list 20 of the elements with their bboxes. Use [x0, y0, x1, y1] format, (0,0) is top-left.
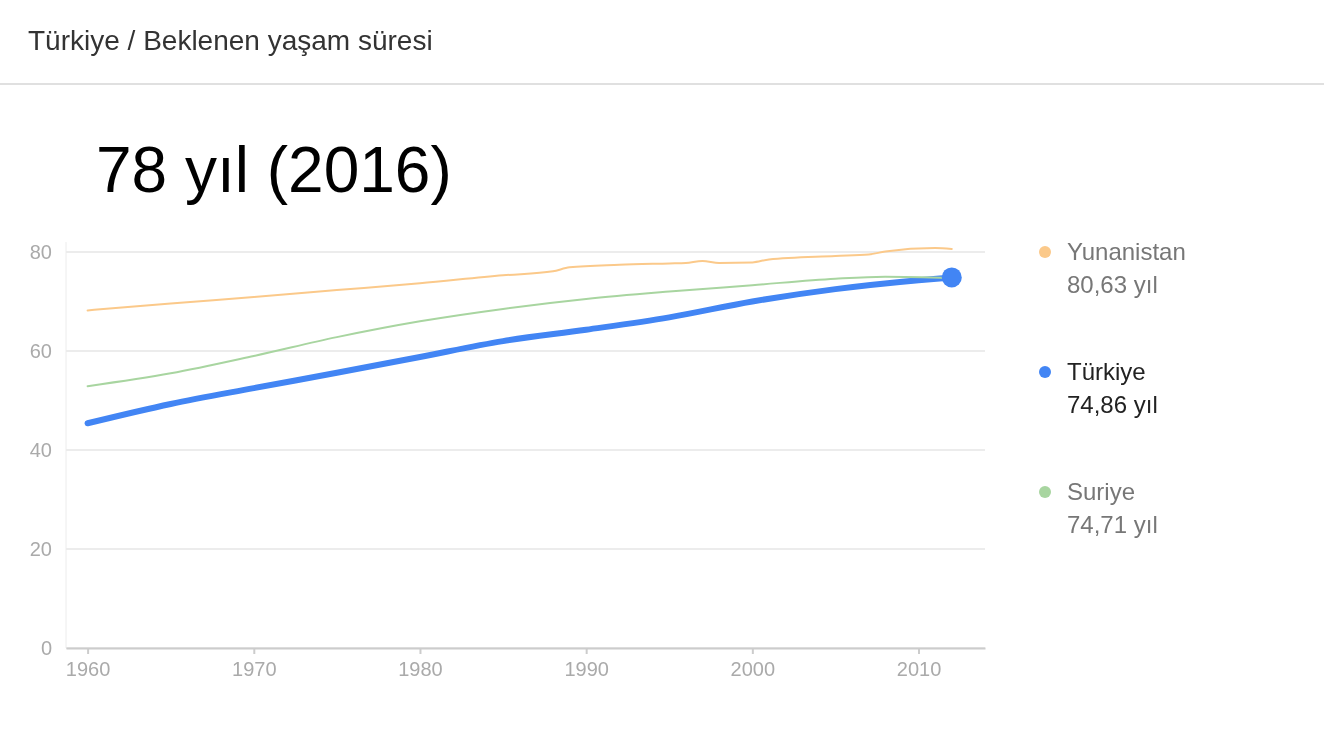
y-tick-label: 40: [29, 438, 52, 461]
y-tick-label: 20: [29, 537, 52, 560]
x-tick-label: 1960: [65, 658, 111, 681]
text: 80,63 yıl: [1067, 271, 1158, 298]
chart-subtitle: 78 yıl (2016): [96, 134, 452, 206]
legend-label: Yunanistan: [1067, 238, 1186, 265]
legend-label: Suriye: [1067, 478, 1136, 505]
x-tick-label: 2010: [896, 658, 942, 681]
legend-label: Türkiye: [1067, 358, 1146, 385]
y-tick-label: 80: [29, 240, 52, 263]
x-tick-label: 2000: [730, 658, 776, 681]
y-tick-label: 60: [29, 339, 52, 362]
y-tick-label: 0: [40, 636, 52, 659]
text: 74,86 yıl: [1067, 391, 1158, 418]
x-tick-label: 1990: [564, 658, 609, 681]
x-tick-label: 1980: [398, 658, 443, 681]
x-tick-label: 1970: [232, 658, 277, 681]
line-series: [86, 247, 953, 312]
text: 74,71 yıl: [1067, 511, 1158, 538]
chart-title: Türkiye / Beklenen yaşam süresi: [28, 25, 433, 56]
